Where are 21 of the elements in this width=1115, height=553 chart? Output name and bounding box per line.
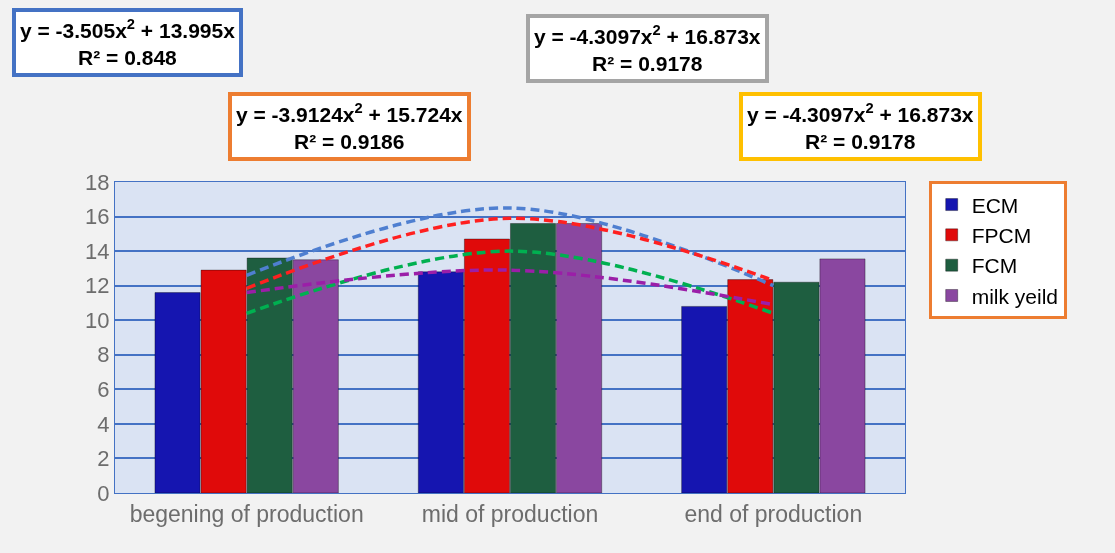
y-tick-label: 14 — [85, 238, 110, 264]
text: y = -4.3097x$^{2}$ + 16.873x R² = 0.9178 — [747, 100, 974, 154]
y-tick-label: 18 — [85, 169, 110, 195]
y-tick-label: 6 — [97, 377, 110, 403]
x-tick-label: mid of production — [421, 500, 599, 527]
legend-label: ECM — [971, 193, 1019, 217]
y-tick-label: 4 — [97, 411, 110, 437]
y-tick-label: 0 — [97, 480, 110, 506]
legend-label: FPCM — [971, 224, 1032, 248]
y-tick-label: 8 — [97, 342, 110, 368]
text: y = -3.505x$^{2}$ + 13.995x R² = 0.848 — [20, 16, 236, 70]
text: y = -3.9124x$^{2}$ + 15.724x R² = 0.9186 — [236, 100, 463, 154]
legend-label: milk yeild — [971, 284, 1059, 308]
x-tick-label: begening of production — [129, 500, 364, 527]
y-tick-label: 12 — [85, 273, 110, 299]
y-tick-label: 10 — [85, 307, 110, 333]
text: y = -4.3097x$^{2}$ + 16.873x R² = 0.9178 — [534, 22, 761, 76]
y-tick-label: 16 — [85, 204, 110, 230]
legend-label: FCM — [971, 254, 1018, 278]
x-tick-label: end of production — [684, 500, 863, 527]
y-tick-label: 2 — [97, 446, 110, 472]
